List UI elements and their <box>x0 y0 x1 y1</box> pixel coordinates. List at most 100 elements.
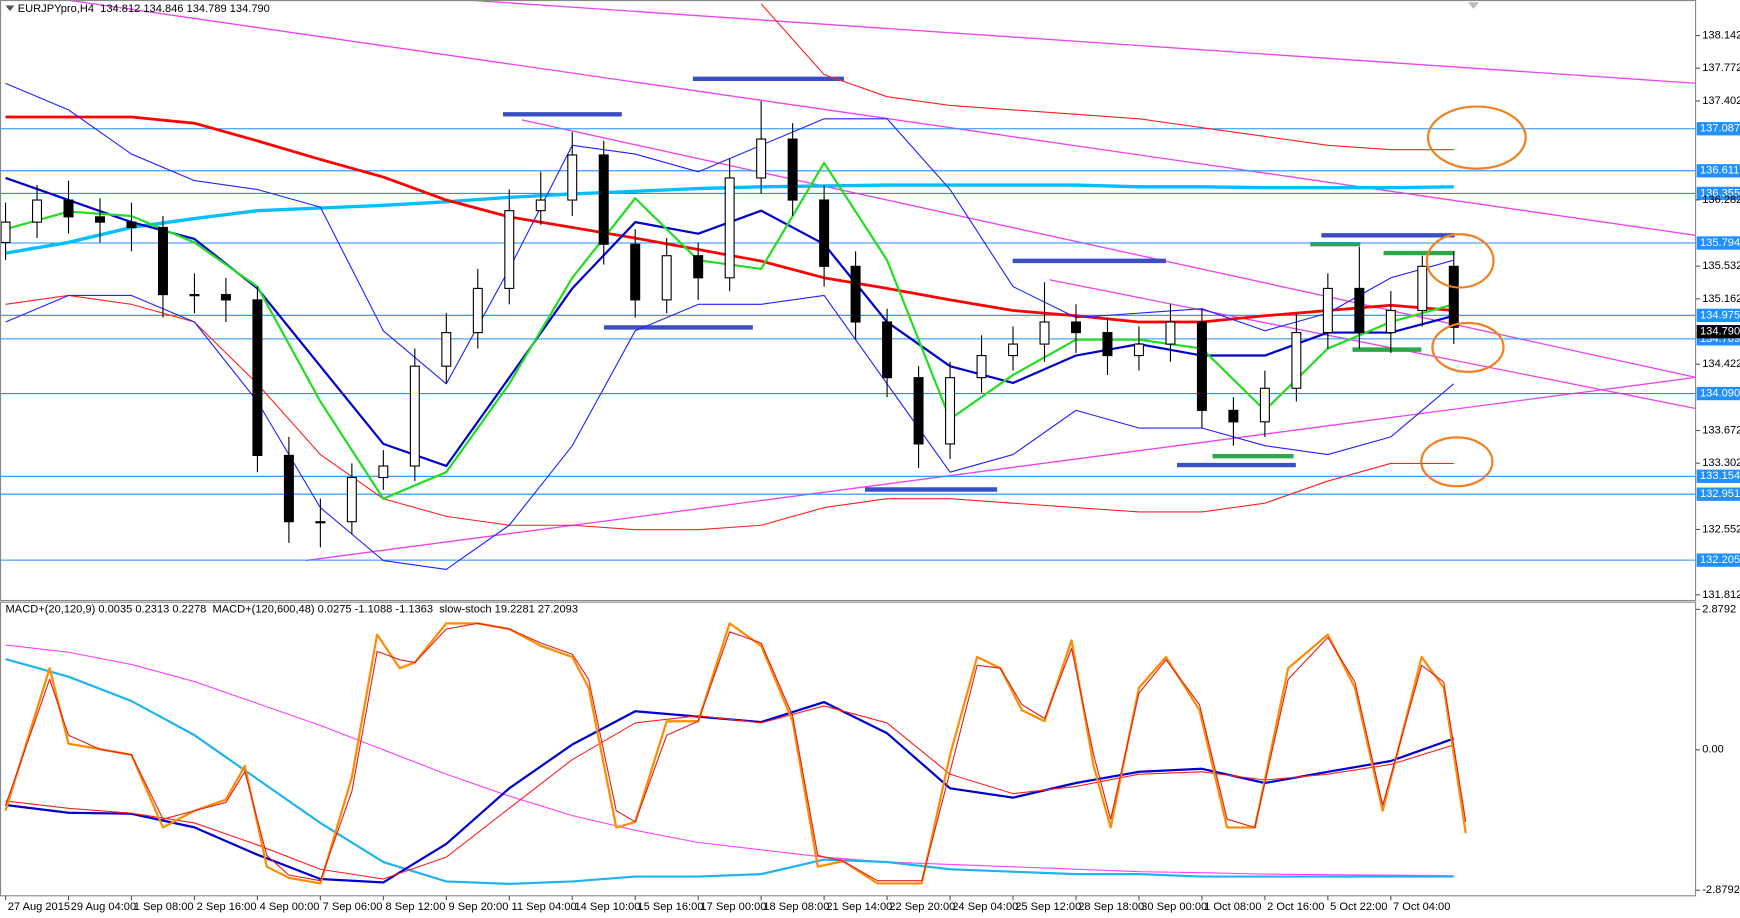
x-tick-label: 11 Sep 04:00 <box>511 901 576 913</box>
candle-body <box>693 255 704 279</box>
candle-body <box>630 243 641 301</box>
indicator-line <box>760 3 1454 151</box>
level-label: 132.951 <box>1700 488 1740 500</box>
y-tick-label: 131.812 <box>1702 589 1740 601</box>
y-tick-label: 132.552 <box>1702 523 1740 535</box>
indicator-line <box>5 644 1454 877</box>
macd-header: MACD+(20,120,9) 0.0035 0.2313 0.2278 MAC… <box>6 603 578 615</box>
candle-body <box>283 454 294 523</box>
x-tick-label: 2 Oct 16:00 <box>1267 901 1324 913</box>
indicator-line <box>4 622 1467 885</box>
trend-line <box>521 119 1696 379</box>
candle-body <box>850 265 861 323</box>
candle-body <box>661 255 672 301</box>
trend-line <box>466 0 1696 84</box>
candle-body <box>1354 287 1365 334</box>
candle-body <box>32 199 43 223</box>
candle-body <box>598 154 609 245</box>
level-label: 137.087 <box>1700 123 1740 135</box>
level-label: 136.355 <box>1700 187 1740 199</box>
y-tick-label: 136.282 <box>1702 194 1740 206</box>
x-tick-label: 7 Sep 06:00 <box>323 901 383 913</box>
x-tick-label: 8 Sep 12:00 <box>386 901 446 913</box>
candle-body <box>1291 332 1302 389</box>
candle-body <box>220 294 231 301</box>
x-tick-label: 4 Sep 00:00 <box>260 901 320 913</box>
level-label-box <box>1696 386 1740 401</box>
candle-body <box>472 287 483 334</box>
level-label: 134.975 <box>1700 309 1740 321</box>
candle-body <box>1196 321 1207 411</box>
y-tick-label: 135.162 <box>1702 293 1740 305</box>
candle-body <box>378 465 389 479</box>
macd-frame <box>0 601 1697 897</box>
indicator-line <box>5 294 1454 531</box>
x-tick-label: 7 Oct 04:00 <box>1393 901 1450 913</box>
x-tick-label: 5 Oct 22:00 <box>1330 901 1387 913</box>
candle-body <box>1228 409 1239 423</box>
candle-body <box>346 476 357 523</box>
y-tick-label: 137.402 <box>1702 95 1740 107</box>
x-tick-label: 22 Sep 20:00 <box>889 901 955 913</box>
candle-body <box>409 365 420 467</box>
trend-line <box>66 0 1696 236</box>
candle-body <box>441 332 452 367</box>
support-marks <box>1212 241 1455 459</box>
x-tick-label: 18 Sep 08:00 <box>763 901 829 913</box>
x-tick-label: 27 Aug 2015 <box>8 901 70 913</box>
candle-body <box>504 210 515 289</box>
y-tick-label: 2.8792 <box>1702 603 1736 615</box>
highlight-circles <box>1420 105 1527 488</box>
candle-body <box>976 355 987 379</box>
macd-plot <box>4 622 1467 886</box>
candle-body <box>126 221 137 228</box>
level-label: 132.205 <box>1700 554 1740 566</box>
y-tick-label: 138.142 <box>1702 29 1740 41</box>
level-label-box <box>1696 308 1740 323</box>
x-tick-label: 9 Sep 20:00 <box>449 901 509 913</box>
candle-body <box>567 154 578 201</box>
candle-body <box>1070 321 1081 334</box>
shift-marker[interactable] <box>1467 2 1480 9</box>
y-tick-label: 137.772 <box>1702 62 1740 74</box>
candle-body <box>63 199 74 218</box>
level-label-box <box>1696 236 1740 250</box>
level-label-box <box>1696 164 1740 178</box>
level-label-box <box>1696 469 1740 483</box>
candle-body <box>724 177 735 279</box>
trend-line <box>1049 279 1696 410</box>
candle-body <box>819 199 830 267</box>
candle-body <box>1448 265 1459 328</box>
candle-body <box>1385 309 1396 334</box>
y-tick-label: 135.532 <box>1702 260 1740 272</box>
candle-body <box>882 321 893 379</box>
y-tick-label: 134.422 <box>1702 358 1740 370</box>
level-label: 135.794 <box>1700 237 1740 249</box>
candle-body <box>913 377 924 445</box>
indicator-line <box>5 705 1454 880</box>
candle-body <box>252 299 263 456</box>
candle-body <box>1102 332 1113 357</box>
candle-body <box>1322 287 1333 334</box>
current-price-label: 134.790 <box>1700 326 1740 338</box>
levels <box>0 128 1696 561</box>
candle-body <box>189 294 200 297</box>
menu-icon[interactable] <box>5 5 15 12</box>
candle-body <box>535 199 546 212</box>
level-label: 134.090 <box>1700 388 1740 400</box>
candle-body <box>787 138 798 201</box>
candle-body <box>945 377 956 445</box>
price-frame <box>0 0 1697 602</box>
x-tick-label: 2 Sep 16:00 <box>197 901 257 913</box>
level-label-box <box>1696 487 1740 501</box>
candle-body <box>1417 265 1428 312</box>
candle-body <box>756 138 767 179</box>
x-tick-label: 30 Sep 00:00 <box>1141 901 1207 913</box>
level-label: 136.611 <box>1700 165 1739 177</box>
indicator-line <box>5 294 1455 570</box>
x-tick-label: 28 Sep 18:00 <box>1078 901 1144 913</box>
indicator-line <box>5 622 1467 882</box>
x-tick-label: 24 Sep 04:00 <box>952 901 1018 913</box>
